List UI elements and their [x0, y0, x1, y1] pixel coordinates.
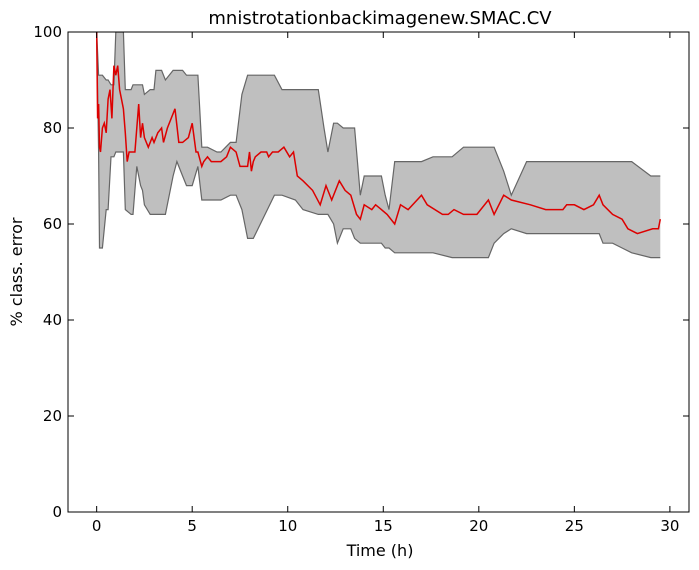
- axis-ticks: 0 5 10 15 20 25 30 0 20 40 60 80 100: [33, 23, 689, 535]
- x-axis-label: Time (h): [346, 541, 414, 560]
- median-line: [95, 32, 662, 235]
- band-lower-edge: [96, 32, 661, 259]
- y-axis-label: % class. error: [7, 217, 26, 326]
- y-tick-label: 0: [52, 503, 62, 521]
- y-tick-label: 40: [43, 311, 62, 329]
- x-tick-label: 0: [92, 517, 102, 535]
- y-tick-label: 100: [33, 23, 62, 41]
- y-tick-label: 80: [43, 119, 62, 137]
- x-tick-label: 15: [374, 517, 393, 535]
- y-tick-label: 60: [43, 215, 62, 233]
- x-tick-label: 25: [565, 517, 584, 535]
- plot-area: [95, 32, 662, 259]
- plot-frame: [67, 31, 690, 513]
- x-tick-label: 5: [187, 517, 197, 535]
- band-upper-edge: [96, 32, 661, 210]
- x-tick-label: 30: [660, 517, 679, 535]
- x-tick-label: 10: [278, 517, 297, 535]
- y-tick-label: 20: [43, 407, 62, 425]
- chart-title: mnistrotationbackimagenew.SMAC.CV: [208, 8, 552, 29]
- x-tick-label: 20: [469, 517, 488, 535]
- quartile-band: [96, 32, 661, 258]
